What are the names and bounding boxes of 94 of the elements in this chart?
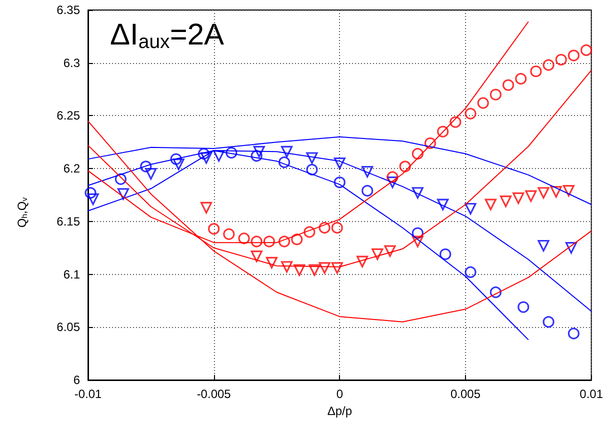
- point: [198, 148, 210, 160]
- point: [399, 160, 411, 172]
- y-tick-label: 6.15: [56, 214, 80, 228]
- point: [568, 50, 580, 62]
- point: [484, 198, 496, 210]
- point: [464, 202, 476, 215]
- point: [114, 173, 127, 185]
- point: [525, 190, 537, 202]
- point: [318, 222, 330, 234]
- point: [84, 187, 96, 199]
- point: [213, 150, 225, 162]
- point: [334, 176, 346, 188]
- point: [386, 176, 398, 188]
- point: [362, 166, 374, 178]
- point: [281, 146, 293, 158]
- y-tick-label: 6.2: [63, 162, 80, 176]
- point: [412, 187, 424, 199]
- point: [555, 54, 567, 66]
- point: [464, 266, 476, 278]
- point: [502, 79, 514, 91]
- point: [372, 248, 384, 260]
- point: [568, 328, 580, 340]
- point: [263, 236, 275, 248]
- y-tick-label: 6.3: [63, 56, 80, 70]
- point: [412, 227, 424, 239]
- y-tick-label: 6.25: [56, 108, 80, 123]
- point: [580, 44, 592, 56]
- point: [331, 262, 343, 274]
- point: [208, 223, 220, 235]
- point: [384, 245, 396, 257]
- point: [412, 236, 424, 248]
- x-tick-label: 0: [336, 387, 344, 401]
- point: [172, 158, 184, 170]
- point: [518, 301, 530, 313]
- x-tick-label: 0.01: [580, 387, 604, 401]
- point: [512, 192, 524, 204]
- y-tick-label: 6.35: [56, 3, 80, 17]
- point: [226, 146, 238, 159]
- point: [250, 250, 262, 262]
- point: [550, 186, 562, 198]
- point: [450, 116, 462, 128]
- point: [477, 97, 489, 109]
- point: [538, 240, 550, 252]
- point: [334, 157, 346, 170]
- point: [542, 316, 554, 328]
- point: [318, 262, 330, 274]
- point: [412, 148, 424, 160]
- point: [424, 137, 436, 149]
- point: [308, 264, 320, 276]
- point: [437, 198, 449, 210]
- point: [542, 59, 554, 71]
- point: [304, 226, 316, 238]
- point: [200, 202, 212, 214]
- point: [294, 264, 306, 276]
- point: [562, 184, 574, 197]
- point: [117, 188, 130, 200]
- point: [515, 72, 527, 85]
- x-tick-label: -0.005: [196, 387, 232, 401]
- point: [306, 164, 318, 176]
- point: [266, 256, 278, 268]
- point: [538, 187, 550, 199]
- point: [281, 261, 293, 273]
- point: [145, 168, 157, 180]
- y-tick-label: 6.1: [63, 267, 80, 282]
- point: [223, 228, 235, 240]
- x-tick-label: 0.005: [450, 387, 481, 401]
- point: [464, 108, 476, 120]
- point: [440, 248, 452, 260]
- point: [386, 171, 398, 183]
- point: [253, 146, 265, 158]
- point: [238, 232, 250, 244]
- point: [500, 196, 512, 208]
- point: [278, 156, 290, 168]
- point: [362, 184, 374, 197]
- point: [306, 152, 318, 164]
- y-tick-label: 6: [73, 373, 80, 387]
- x-tick-label: -0.01: [74, 387, 102, 401]
- y-tick-label: 6.05: [56, 320, 80, 334]
- point: [170, 153, 182, 165]
- point: [250, 150, 262, 162]
- point: [490, 88, 502, 100]
- point: [140, 160, 152, 172]
- point: [565, 242, 577, 254]
- point: [530, 66, 542, 78]
- point: [490, 286, 502, 298]
- point: [250, 236, 262, 248]
- point: [87, 193, 99, 206]
- point: [331, 222, 343, 234]
- point: [356, 256, 368, 268]
- point: [437, 126, 449, 138]
- point: [291, 234, 303, 246]
- point: [200, 152, 212, 164]
- x-axis-title: Δp/p: [327, 404, 352, 418]
- point: [278, 236, 290, 248]
